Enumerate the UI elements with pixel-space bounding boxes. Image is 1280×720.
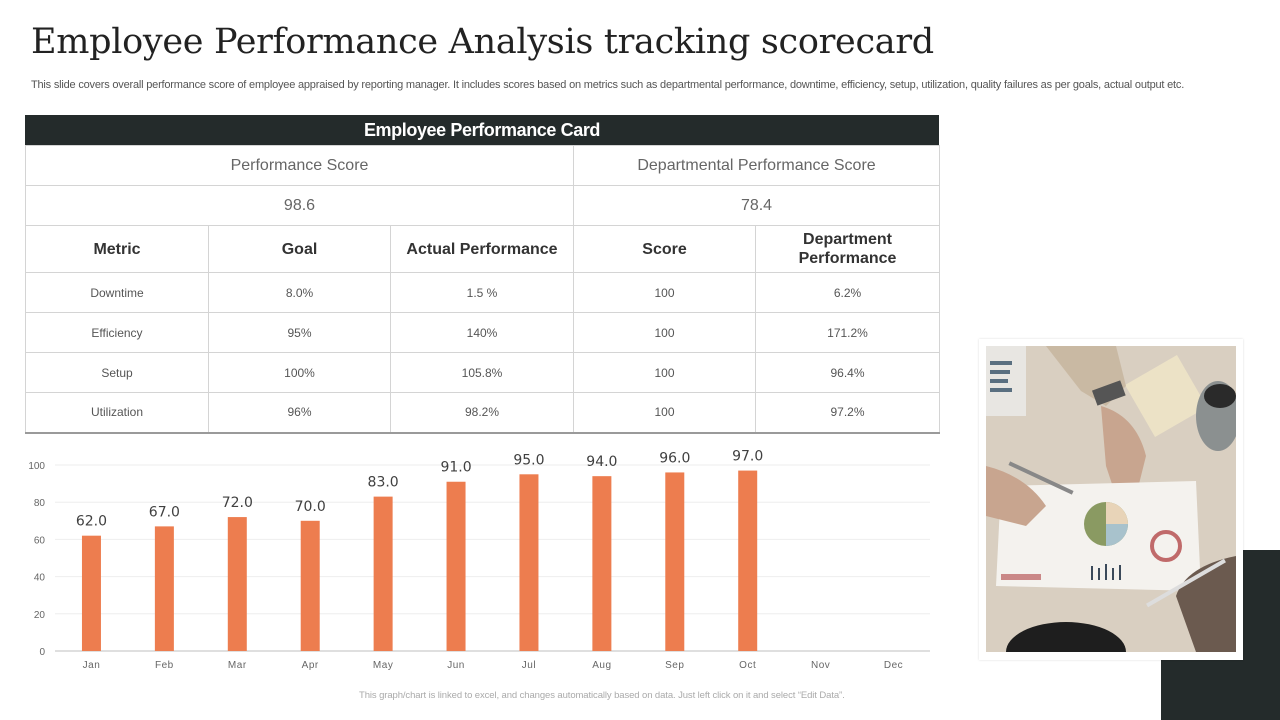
column-header-actual: Actual Performance — [390, 225, 574, 273]
data-label: 70.0 — [295, 499, 326, 515]
data-label: 96.0 — [659, 450, 690, 466]
bar-feb[interactable] — [154, 526, 174, 651]
cell-metric: Setup — [25, 352, 209, 393]
departmental-score-value: 78.4 — [572, 185, 941, 226]
monthly-score-bar-chart[interactable]: 0 20 40 60 80 100 62.0 Jan 67.0 Feb 72.0 Mar 70.0 Apr… — [25, 450, 939, 680]
data-label: 83.0 — [368, 475, 399, 491]
departmental-score-label: Departmental Performance Score — [572, 145, 941, 186]
x-tick-label: Dec — [884, 660, 903, 671]
page-subtitle: This slide covers overall performance sc… — [31, 79, 1185, 91]
x-tick-label: Jan — [83, 660, 101, 671]
x-tick-label: Oct — [739, 660, 756, 671]
data-label: 72.0 — [222, 495, 253, 511]
cell-goal: 8.0% — [208, 272, 391, 313]
page-title: Employee Performance Analysis tracking s… — [31, 22, 934, 62]
table-row: Setup 100% 105.8% 100 96.4% — [25, 352, 941, 393]
bar-aug[interactable] — [592, 476, 612, 651]
cell-actual: 140% — [390, 312, 574, 353]
bar-jan[interactable] — [81, 535, 101, 651]
cell-metric: Utilization — [25, 392, 209, 434]
bar-jul[interactable] — [519, 474, 539, 651]
cell-dept: 6.2% — [754, 272, 941, 313]
bar-jun[interactable] — [446, 481, 466, 651]
x-tick-label: Feb — [155, 660, 174, 671]
cell-goal: 96% — [208, 392, 391, 434]
column-header-metric: Metric — [25, 225, 209, 273]
cell-goal: 100% — [208, 352, 391, 393]
meeting-photo-illustration — [986, 346, 1236, 652]
cell-score: 100 — [573, 312, 756, 353]
y-tick-label: 20 — [34, 610, 46, 621]
x-tick-label: Aug — [592, 660, 611, 671]
chart-canvas: 0 20 40 60 80 100 62.0 Jan 67.0 Feb 72.0 Mar 70.0 Apr… — [28, 450, 930, 671]
cell-metric: Efficiency — [25, 312, 209, 353]
performance-score-label: Performance Score — [25, 145, 574, 186]
y-tick-label: 0 — [39, 647, 45, 658]
table-header-row: Metric Goal Actual Performance Score Dep… — [25, 225, 941, 273]
performance-score-value: 98.6 — [25, 185, 574, 226]
bar-may[interactable] — [373, 496, 393, 651]
cell-dept: 97.2% — [754, 392, 941, 434]
data-label: 95.0 — [513, 452, 544, 468]
cell-dept: 96.4% — [754, 352, 941, 393]
bar-apr[interactable] — [300, 520, 320, 651]
x-tick-label: Jul — [522, 660, 536, 671]
x-tick-label: Mar — [228, 660, 247, 671]
x-tick-label: Nov — [811, 660, 830, 671]
y-tick-label: 40 — [34, 573, 46, 584]
column-header-score: Score — [573, 225, 756, 273]
table-row: Efficiency 95% 140% 100 171.2% — [25, 312, 941, 353]
x-tick-label: May — [373, 660, 393, 671]
cell-actual: 1.5 % — [390, 272, 574, 313]
data-label: 91.0 — [440, 460, 471, 476]
bar-oct[interactable] — [738, 470, 758, 651]
cell-score: 100 — [573, 352, 756, 393]
card-header: Employee Performance Card — [25, 115, 939, 145]
x-tick-label: Jun — [447, 660, 465, 671]
column-header-dept: Department Performance — [754, 225, 941, 273]
table-row: Downtime 8.0% 1.5 % 100 6.2% — [25, 272, 941, 313]
data-label: 94.0 — [586, 454, 617, 470]
x-tick-label: Sep — [665, 660, 684, 671]
data-label: 67.0 — [149, 504, 180, 520]
cell-score: 100 — [573, 272, 756, 313]
bar-mar[interactable] — [227, 517, 247, 651]
photo-frame — [979, 339, 1243, 660]
cell-dept: 171.2% — [754, 312, 941, 353]
chart-footnote: This graph/chart is linked to excel, and… — [359, 690, 845, 701]
cell-actual: 98.2% — [390, 392, 574, 434]
cell-goal: 95% — [208, 312, 391, 353]
meeting-photo — [986, 346, 1236, 652]
employee-performance-card: Employee Performance Card Performance Sc… — [25, 115, 941, 434]
y-tick-label: 80 — [34, 498, 46, 509]
cell-actual: 105.8% — [390, 352, 574, 393]
x-tick-label: Apr — [302, 660, 319, 671]
y-tick-label: 100 — [28, 461, 45, 472]
cell-metric: Downtime — [25, 272, 209, 313]
y-tick-label: 60 — [34, 535, 46, 546]
column-header-goal: Goal — [208, 225, 391, 273]
bar-sep[interactable] — [665, 472, 685, 651]
cell-score: 100 — [573, 392, 756, 434]
data-label: 97.0 — [732, 450, 763, 465]
data-label: 62.0 — [76, 514, 107, 530]
performance-table: Performance Score Departmental Performan… — [25, 145, 941, 434]
table-row: Utilization 96% 98.2% 100 97.2% — [25, 392, 941, 434]
